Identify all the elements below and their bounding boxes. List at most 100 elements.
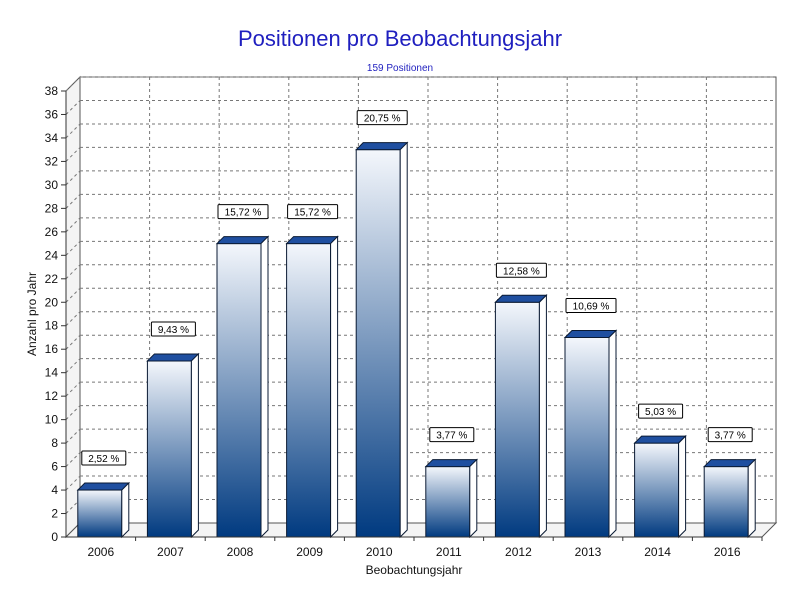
data-label-text: 12,58 % (503, 266, 540, 277)
data-label-2013: 10,69 % (565, 297, 617, 313)
bar-front (286, 243, 332, 538)
x-tick-label: 2012 (505, 545, 532, 559)
data-label-box (495, 262, 547, 278)
data-label-box (429, 427, 475, 443)
chart-title: Positionen pro Beobachtungsjahr (238, 26, 562, 51)
data-label-box (356, 110, 408, 126)
y-tick-label: 30 (45, 178, 59, 192)
data-label-2006: 2,52 % (81, 450, 127, 466)
data-label-2011: 3,77 % (429, 427, 475, 443)
bar-top (354, 142, 409, 151)
bar-front (634, 442, 680, 538)
y-axis-label: Anzahl pro Jahr (25, 272, 39, 356)
bar-front (494, 301, 540, 538)
bar-side (190, 352, 199, 539)
y-tick-label: 28 (45, 201, 59, 215)
y-tick-label: 14 (45, 366, 59, 380)
data-label-2016: 3,77 % (707, 427, 753, 443)
bar-top (424, 459, 479, 468)
data-label-text: 15,72 % (225, 208, 262, 219)
bar-top (702, 459, 757, 468)
bar-side (608, 329, 617, 539)
bar-2011 (424, 458, 479, 539)
data-label-text: 2,52 % (88, 454, 119, 465)
bar-top (563, 329, 618, 338)
data-label-2014: 5,03 % (638, 403, 684, 419)
data-label-text: 10,69 % (573, 301, 610, 312)
y-tick-label: 24 (45, 248, 59, 262)
bar-2008 (215, 235, 270, 539)
bar-front (77, 489, 123, 538)
data-label-2007: 9,43 % (150, 321, 196, 337)
x-tick-label: 2007 (157, 545, 184, 559)
y-tick-label: 10 (45, 413, 59, 427)
x-tick-label: 2006 (87, 545, 114, 559)
bar-2007 (146, 352, 200, 539)
bar-side (330, 235, 339, 539)
data-label-2010: 20,75 % (356, 110, 408, 126)
y-tick-label: 38 (45, 84, 59, 98)
bar-side (678, 434, 687, 539)
bar-side (399, 141, 408, 539)
y-tick-label: 20 (45, 295, 59, 309)
plot-side-wall (65, 75, 81, 539)
y-tick-label: 8 (51, 436, 58, 450)
x-tick-label: 2009 (296, 545, 323, 559)
bars: 2,52 % 9,43 % 15,72 % 15,72 % 20,75 % 3,77 % 1… (76, 110, 757, 539)
y-tick-label: 22 (45, 272, 59, 286)
x-axis-label: Beobachtungsjahr (366, 563, 463, 577)
bar-top (215, 236, 270, 245)
data-label-text: 5,03 % (645, 407, 676, 418)
bar-front (703, 466, 749, 538)
data-label-box (217, 204, 269, 220)
bar-side (469, 458, 478, 539)
data-label-text: 20,75 % (364, 114, 401, 125)
data-label-box (150, 321, 196, 337)
bar-2012 (494, 294, 548, 539)
x-tick-label: 2011 (436, 545, 462, 559)
bar-top (76, 482, 131, 491)
bar-front (564, 336, 610, 538)
y-tick-label: 16 (45, 342, 59, 356)
data-label-text: 9,43 % (158, 325, 189, 336)
y-tick-label: 4 (51, 483, 58, 497)
bar-2006 (76, 481, 131, 539)
data-label-2012: 12,58 % (495, 262, 547, 278)
y-tick-label: 0 (51, 530, 58, 544)
bar-top (494, 294, 548, 303)
data-label-box (707, 427, 753, 443)
bar-front (355, 149, 401, 538)
bar-front (425, 466, 471, 538)
bar-side (121, 481, 130, 539)
x-tick-label: 2010 (366, 545, 393, 559)
x-tick-label: 2016 (714, 545, 741, 559)
bar-front (146, 360, 192, 538)
bar-top (633, 435, 687, 444)
y-tick-label: 12 (45, 389, 59, 403)
data-label-2009: 15,72 % (287, 204, 339, 220)
data-label-box (638, 403, 684, 419)
bar-2016 (702, 458, 757, 539)
y-tick-label: 36 (45, 107, 59, 121)
y-tick-label: 18 (45, 319, 59, 333)
bar-2014 (633, 434, 687, 539)
x-tick-label: 2014 (644, 545, 671, 559)
x-axis-ticks: 2006 2007 2008 2009 2010 2011 2012 2013 2014 2016 (66, 536, 763, 559)
bar-top (285, 236, 339, 245)
bar-side (538, 294, 547, 539)
y-tick-label: 34 (45, 131, 59, 145)
data-label-2008: 15,72 % (217, 204, 269, 220)
bar-2013 (563, 329, 618, 539)
data-label-text: 3,77 % (436, 431, 467, 442)
x-tick-label: 2013 (575, 545, 602, 559)
data-label-box (565, 297, 617, 313)
chart-subtitle: 159 Positionen (367, 63, 433, 74)
data-label-box (81, 450, 127, 466)
bar-front (216, 243, 262, 538)
data-label-text: 15,72 % (294, 208, 331, 219)
bar-2010 (354, 141, 409, 539)
bar-side (260, 235, 269, 539)
y-tick-label: 32 (45, 154, 59, 168)
